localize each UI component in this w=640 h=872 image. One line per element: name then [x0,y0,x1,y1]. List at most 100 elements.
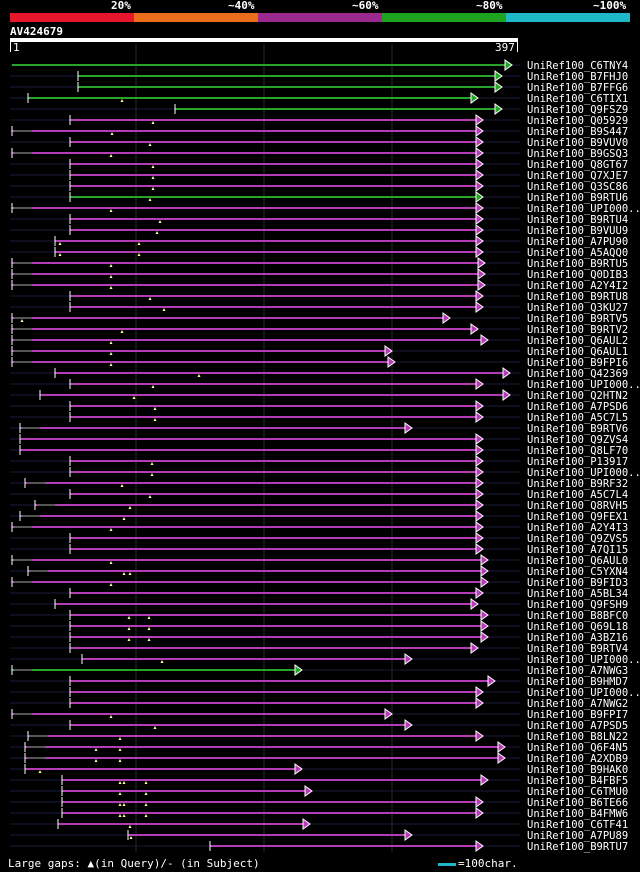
hit-link[interactable]: UniRef100_B9HMD7 [527,676,628,688]
hit-link[interactable]: UniRef100_Q3KU27 [527,302,628,314]
hit-link[interactable]: UniRef100_Q9FSH9 [527,599,628,611]
hit-arrow-head [475,411,484,423]
query-gap-marker [127,616,131,619]
hit-arrow-head [294,763,303,775]
hit-link[interactable]: UniRef100_C5YXN4 [527,566,628,578]
hit-link[interactable]: UniRef100_Q42369 [527,368,628,380]
scale-segment [10,13,134,22]
hit-link[interactable]: UniRef100_B9RTV2 [527,324,628,336]
hit-link[interactable]: UniRef100_B8LN22 [527,731,628,743]
scale-percent-label: ~100% [593,0,627,12]
hit-link[interactable]: UniRef100_Q8RVH5 [527,500,628,512]
query-gap-marker [109,275,113,278]
hit-link[interactable]: UniRef100_Q9FEX1 [527,511,628,523]
hit-link[interactable]: UniRef100_UPI000... [527,654,640,666]
hit-link[interactable]: UniRef100_A3BZ16 [527,632,628,644]
hit-link[interactable]: UniRef100_B9FID3 [527,577,628,589]
hit-link[interactable]: UniRef100_A2XDB9 [527,753,628,765]
hit-link[interactable]: UniRef100_B8BFC0 [527,610,628,622]
hit-link[interactable]: UniRef100_B7FFG6 [527,82,628,94]
ruler-start-tick [10,42,11,52]
hit-link[interactable]: UniRef100_B9RF32 [527,478,628,490]
hit-link[interactable]: UniRef100_Q9ZVS4 [527,434,628,446]
hit-link[interactable]: UniRef100_A5C7L4 [527,489,628,501]
hit-link[interactable]: UniRef100_Q6AUL0 [527,555,628,567]
hit-link[interactable]: UniRef100_B9VUV0 [527,137,628,149]
query-gap-marker [148,143,152,146]
hit-arrow-head [475,587,484,599]
hit-link[interactable]: UniRef100_A5AQQ0 [527,247,628,259]
hit-link[interactable]: UniRef100_B9FPI6 [527,357,628,369]
hit-link[interactable]: UniRef100_B6TE66 [527,797,628,809]
query-gap-marker [147,616,151,619]
hit-link[interactable]: UniRef100_A7QI15 [527,544,628,556]
hit-arrow-head [475,433,484,445]
hit-link[interactable]: UniRef100_B9RTU7 [527,841,628,853]
hit-arrow-head [470,323,479,335]
hit-arrow-head [475,290,484,302]
hit-link[interactable]: UniRef100_B7FHJ0 [527,71,628,83]
hit-link[interactable]: UniRef100_Q9FSZ9 [527,104,628,116]
hit-link[interactable]: UniRef100_Q0DIB3 [527,269,628,281]
hit-link[interactable]: UniRef100_UPI000... [527,687,640,699]
hit-link[interactable]: UniRef100_UPI000... [527,379,640,391]
query-gap-marker [137,253,141,256]
hit-link[interactable]: UniRef100_B9S447 [527,126,628,138]
hit-link[interactable]: UniRef100_C6TMU0 [527,786,628,798]
hit-link[interactable]: UniRef100_A7NWG3 [527,665,628,677]
query-gap-marker [122,517,126,520]
scale-percent-label: 20% [111,0,131,12]
hit-link[interactable]: UniRef100_C6TIX1 [527,93,628,105]
hit-link[interactable]: UniRef100_Q6AUL2 [527,335,628,347]
query-gap-marker [94,748,98,751]
hit-arrow-head [475,697,484,709]
hit-link[interactable]: UniRef100_B9RTU6 [527,192,628,204]
hit-link[interactable]: UniRef100_UPI000... [527,467,640,479]
hit-link[interactable]: UniRef100_C6TNY4 [527,60,628,72]
hit-link[interactable]: UniRef100_C6TF41 [527,819,628,831]
hit-link[interactable]: UniRef100_Q6AUL1 [527,346,628,358]
hit-link[interactable]: UniRef100_B9RTV4 [527,643,628,655]
scale-percent-label: ~40% [228,0,255,12]
hit-link[interactable]: UniRef100_A2Y4I3 [527,522,628,534]
hit-arrow-head [384,708,393,720]
hit-link[interactable]: UniRef100_B4FBF5 [527,775,628,787]
hit-link[interactable]: UniRef100_B9RTU8 [527,291,628,303]
hit-link[interactable]: UniRef100_A7PSD6 [527,401,628,413]
hit-link[interactable]: UniRef100_B9HAK0 [527,764,628,776]
hit-link[interactable]: UniRef100_Q9ZVS5 [527,533,628,545]
hit-link[interactable]: UniRef100_A5BL34 [527,588,628,600]
hit-link[interactable]: UniRef100_Q69L18 [527,621,628,633]
hit-link[interactable]: UniRef100_Q05929 [527,115,628,127]
query-gap-marker [144,792,148,795]
hit-arrow-head [497,741,506,753]
hit-link[interactable]: UniRef100_B9GSQ3 [527,148,628,160]
query-gap-marker [122,781,126,784]
hit-link[interactable]: UniRef100_B9RTU4 [527,214,628,226]
hit-link[interactable]: UniRef100_A2Y4I2 [527,280,628,292]
hit-arrow-head [475,169,484,181]
hit-link[interactable]: UniRef100_Q8LF70 [527,445,628,457]
hit-arrow-head [480,609,489,621]
hit-link[interactable]: UniRef100_A5C7L5 [527,412,628,424]
hit-link[interactable]: UniRef100_A7PU90 [527,236,628,248]
query-gap-marker [109,352,113,355]
hit-link[interactable]: UniRef100_UPI000... [527,203,640,215]
hit-link[interactable]: UniRef100_B9FPI7 [527,709,628,721]
hit-link[interactable]: UniRef100_A7PSD5 [527,720,628,732]
hit-link[interactable]: UniRef100_B9RTU5 [527,258,628,270]
query-gap-marker [109,341,113,344]
hit-link[interactable]: UniRef100_B4FMW6 [527,808,628,820]
hit-link[interactable]: UniRef100_A7PU89 [527,830,628,842]
hit-link[interactable]: UniRef100_P13917 [527,456,628,468]
hit-link[interactable]: UniRef100_A7NWG2 [527,698,628,710]
hit-link[interactable]: UniRef100_Q3SC86 [527,181,628,193]
hit-link[interactable]: UniRef100_Q6F4N5 [527,742,628,754]
hit-link[interactable]: UniRef100_Q2HTN2 [527,390,628,402]
hit-arrow-head [404,422,413,434]
hit-link[interactable]: UniRef100_B9RTV6 [527,423,628,435]
hit-link[interactable]: UniRef100_B9VUU9 [527,225,628,237]
hit-link[interactable]: UniRef100_B9RTV5 [527,313,628,325]
hit-link[interactable]: UniRef100_Q7XJE7 [527,170,628,182]
hit-link[interactable]: UniRef100_Q8GT67 [527,159,628,171]
